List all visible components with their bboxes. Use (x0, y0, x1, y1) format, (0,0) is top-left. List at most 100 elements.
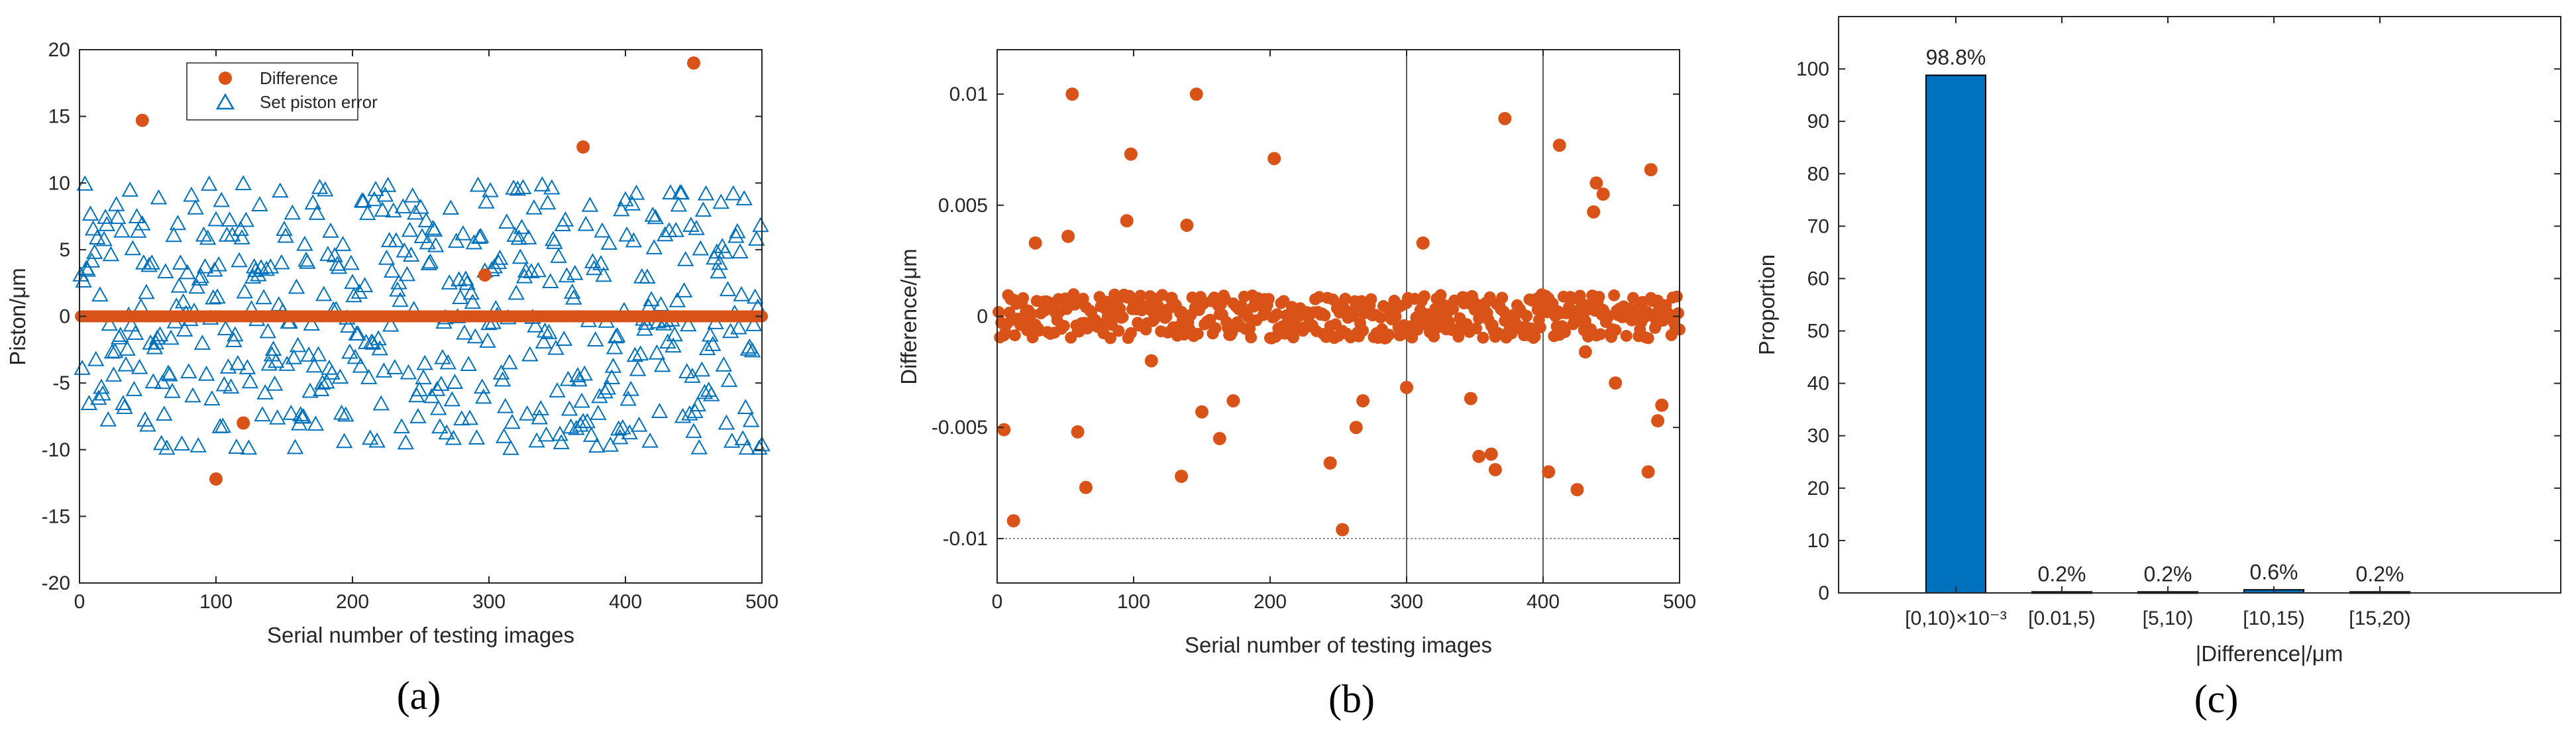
difference-point (1670, 290, 1683, 303)
difference-point (1008, 329, 1021, 342)
bar-data-label: 98.8% (1926, 46, 1986, 70)
difference-outlier-point (1028, 236, 1042, 250)
set-piston-point (330, 258, 348, 274)
difference-point (1593, 291, 1605, 303)
set-piston-point (662, 184, 679, 200)
difference-outlier-point (1195, 405, 1208, 419)
set-piston-point (95, 231, 113, 246)
set-piston-point (621, 424, 638, 440)
difference-point (1104, 332, 1116, 344)
x-tick-label: 0 (992, 591, 1003, 613)
set-piston-point (716, 243, 734, 259)
set-piston-point (730, 319, 747, 335)
set-piston-point (364, 335, 382, 350)
set-piston-point (603, 369, 621, 385)
y-tick-label: -10 (42, 439, 70, 461)
set-piston-point (255, 289, 272, 305)
set-piston-point (462, 284, 480, 300)
difference-outlier-point (1226, 394, 1240, 407)
set-piston-point (531, 409, 548, 425)
set-piston-point (258, 260, 275, 276)
set-piston-point (715, 356, 733, 372)
set-piston-point (127, 325, 144, 341)
set-piston-point (286, 439, 304, 454)
set-piston-point (734, 430, 751, 446)
set-piston-point (619, 390, 637, 406)
set-piston-point (154, 374, 172, 390)
set-piston-point (222, 378, 240, 394)
set-piston-point (356, 277, 374, 293)
difference-outlier-point (1589, 176, 1603, 190)
set-piston-point (97, 208, 114, 224)
set-piston-point (139, 416, 156, 432)
set-piston-point (307, 415, 325, 431)
set-piston-point (731, 243, 749, 259)
set-piston-point (602, 436, 619, 452)
difference-point (1287, 331, 1300, 344)
set-piston-point (494, 371, 511, 387)
set-piston-point (147, 334, 165, 350)
x-tick-label: 100 (1117, 591, 1150, 613)
set-piston-point (505, 179, 522, 195)
set-piston-point (417, 212, 435, 228)
set-piston-point (588, 437, 606, 453)
legend-set-piston-label: Set piston error (260, 92, 378, 112)
set-piston-point (304, 194, 321, 210)
set-piston-point (368, 432, 386, 448)
set-piston-point (262, 258, 280, 274)
set-piston-point (711, 254, 728, 270)
set-piston-point (582, 427, 600, 442)
set-piston-point (210, 256, 227, 272)
set-piston-point (241, 373, 259, 389)
y-tick-label: 90 (1807, 111, 1829, 132)
set-piston-point (551, 425, 568, 441)
panel-c-xlabel: |Difference|/μm (2196, 641, 2343, 666)
set-piston-point (536, 322, 554, 338)
set-piston-point (607, 328, 625, 344)
difference-outlier-point (1484, 447, 1498, 461)
set-piston-point (384, 262, 401, 278)
set-piston-point (224, 226, 241, 242)
set-piston-point (319, 246, 337, 261)
difference-outlier-point (1587, 205, 1601, 219)
set-piston-point (341, 343, 358, 359)
set-piston-point (285, 348, 303, 364)
set-piston-point (300, 346, 317, 362)
difference-point (1418, 290, 1430, 303)
set-piston-point (379, 176, 397, 192)
set-piston-point (631, 345, 649, 361)
y-tick-label: 30 (1807, 425, 1829, 447)
set-piston-point (424, 219, 442, 235)
set-piston-point (390, 274, 407, 290)
set-piston-point (501, 354, 518, 370)
set-piston-point (693, 361, 711, 377)
x-tick-label: 300 (472, 591, 506, 613)
set-piston-point (590, 405, 607, 420)
y-tick-label: -0.01 (943, 528, 988, 550)
set-piston-point (360, 368, 378, 384)
panel-a-chart: 0 100 200 300 400 500 -20 -15 -10 -5 0 5 10 15 20 Seri… (5, 39, 778, 717)
set-piston-point (608, 327, 626, 343)
bar-data-label: 0.2% (2038, 562, 2086, 586)
set-piston-point (692, 240, 709, 256)
set-piston-point (585, 260, 603, 276)
set-piston-point (525, 199, 543, 215)
difference-outlier-point (1212, 431, 1226, 445)
set-piston-point (144, 373, 162, 389)
difference-point (1017, 291, 1030, 304)
set-piston-point (702, 326, 719, 342)
difference-outlier-point (1144, 354, 1158, 368)
set-piston-point (542, 273, 559, 289)
set-piston-point (113, 222, 131, 238)
difference-point (1339, 292, 1352, 305)
category-label: [0.01,5) (2028, 608, 2096, 629)
set-piston-point (232, 221, 249, 236)
set-piston-point (161, 366, 178, 382)
set-piston-point (670, 196, 688, 212)
set-piston-point (720, 372, 738, 388)
set-piston-point (510, 229, 528, 245)
set-piston-point (299, 253, 316, 269)
set-piston-point (674, 407, 692, 423)
set-piston-point (700, 382, 718, 397)
panel-a-legend: Difference Set piston error (186, 62, 378, 121)
